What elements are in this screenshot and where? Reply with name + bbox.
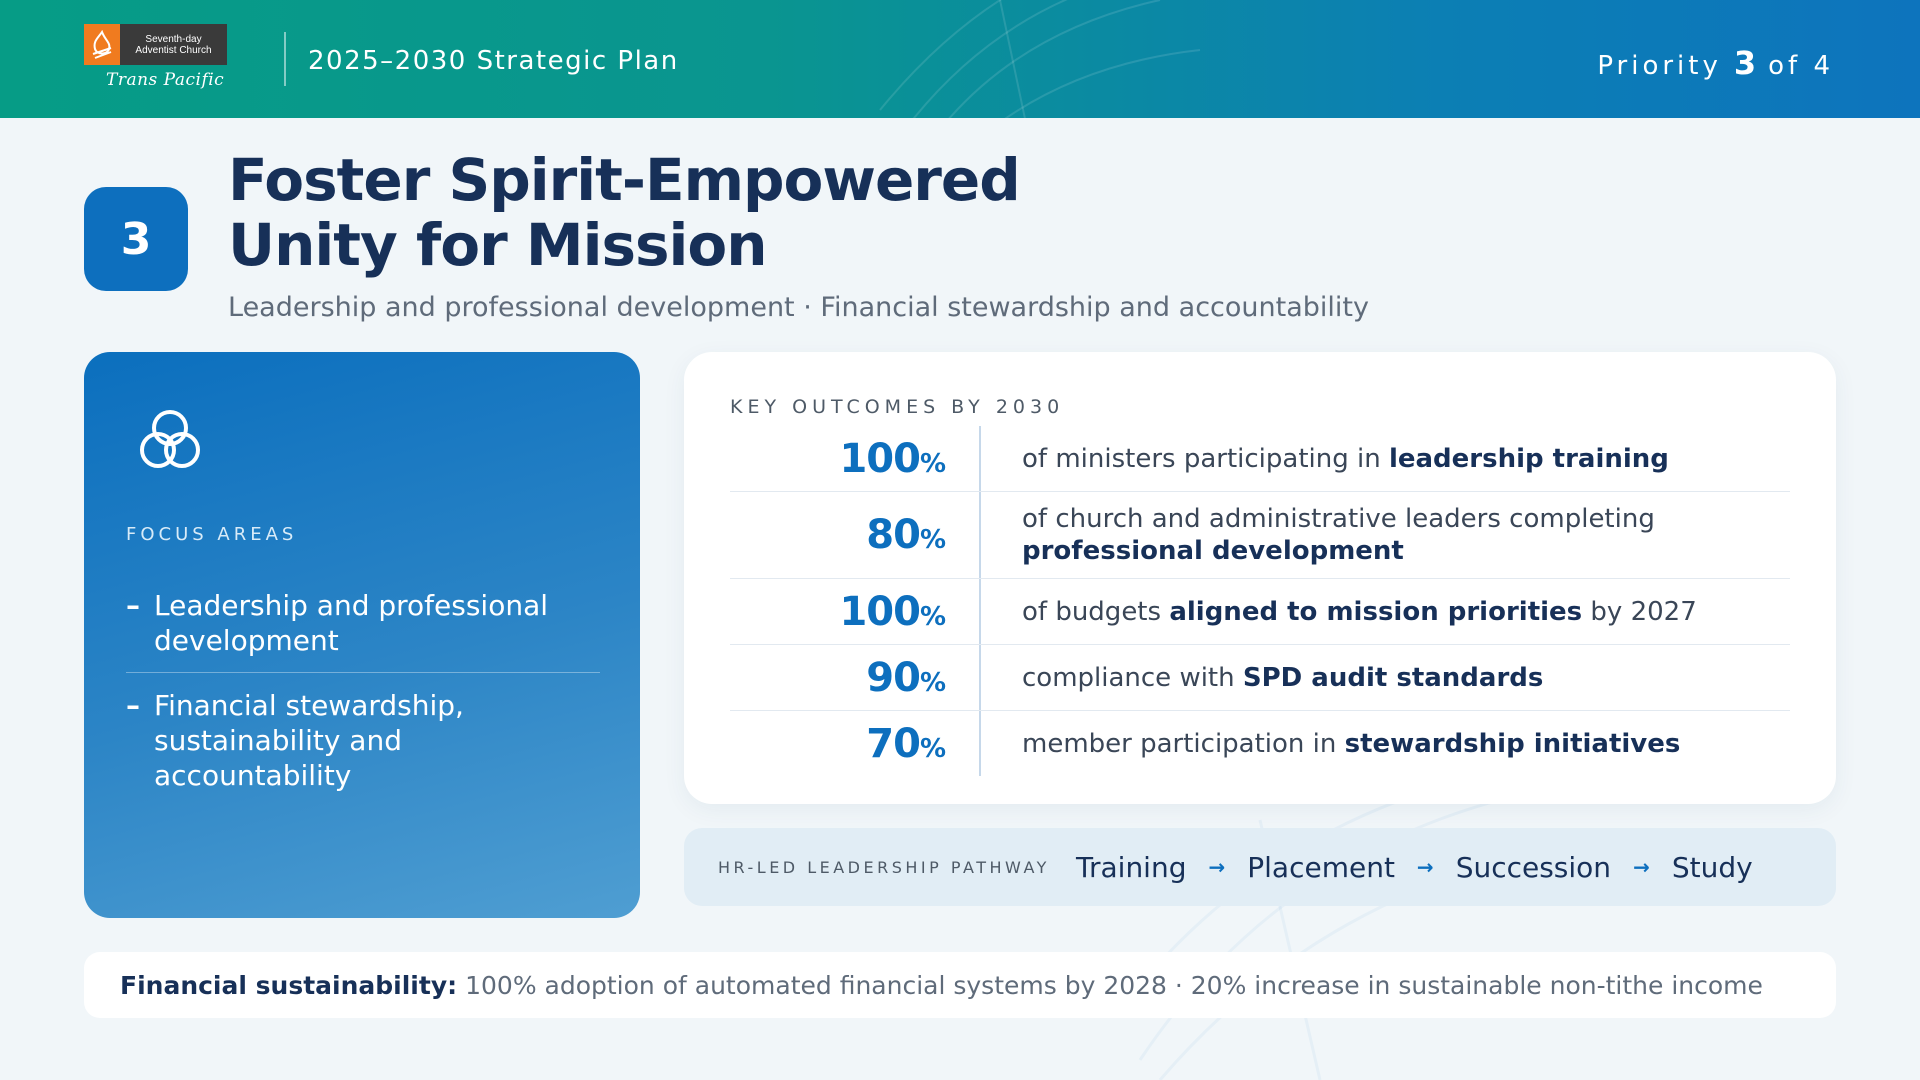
- page-title: Foster Spirit-Empowered Unity for Missio…: [228, 148, 1228, 278]
- focus-divider: [126, 672, 600, 673]
- pathway-label: HR-LED LEADERSHIP PATHWAY: [718, 857, 1050, 877]
- priority-word: Priority: [1597, 51, 1722, 81]
- logo-script: Trans Pacific: [106, 70, 225, 90]
- outcome-text-bold: stewardship initiatives: [1344, 729, 1681, 759]
- logo-line-1: Seventh-day: [145, 33, 202, 45]
- pathway-step: Study: [1671, 850, 1753, 884]
- focus-areas-card: FOCUS AREAS – Leadership and professiona…: [84, 352, 640, 918]
- outcome-text-pre: member participation in: [1022, 729, 1345, 759]
- outcome-value: 70%: [730, 721, 946, 767]
- outcome-text-bold: professional development: [1022, 536, 1404, 566]
- focus-item: – Leadership and professional developmen…: [126, 588, 600, 658]
- financial-sustainability-bar: Financial sustainability: 100% adoption …: [84, 952, 1836, 1018]
- bottom-lead: Financial sustainability:: [120, 970, 458, 1000]
- pathway-steps: Training → Placement → Succession → Stud…: [1076, 851, 1753, 884]
- outcome-text-pre: compliance with: [1022, 662, 1243, 693]
- focus-item: – Financial stewardship, sustainability …: [126, 688, 600, 793]
- outcome-text-bold: aligned to mission priorities: [1169, 596, 1583, 627]
- outcome-text-pre: of ministers participating in: [1022, 443, 1389, 474]
- outcome-row: 90% compliance with SPD audit standards: [730, 645, 1790, 711]
- outcome-row: 70% member participation in stewardship …: [730, 711, 1790, 777]
- arrow-right-icon: →: [1416, 855, 1434, 879]
- outcome-value: 100%: [730, 436, 946, 482]
- outcome-text-pre: of budgets: [1022, 596, 1170, 627]
- logo-line-2: Adventist Church: [135, 44, 212, 56]
- key-outcomes-label: KEY OUTCOMES BY 2030: [730, 396, 1065, 418]
- outcome-text-bold: leadership training: [1388, 443, 1669, 474]
- bottom-text: 100% adoption of automated financial sys…: [465, 970, 1763, 1000]
- church-logo: Seventh-day Adventist Church: [84, 24, 227, 65]
- flame-logo-icon: [84, 24, 120, 65]
- pathway-step: Succession: [1455, 850, 1612, 884]
- outcome-number: 70: [866, 721, 921, 767]
- pathway-step: Training: [1076, 850, 1187, 884]
- dash-icon: –: [126, 589, 140, 622]
- outcome-row: 80% of church and administrative leaders…: [730, 492, 1790, 579]
- title-line-1: Foster Spirit-Empowered: [228, 146, 1021, 214]
- focus-areas-label: FOCUS AREAS: [126, 524, 298, 545]
- priority-number: 3: [1733, 44, 1757, 82]
- focus-item-text: Financial stewardship, sustainability an…: [154, 689, 464, 792]
- outcome-unit: %: [919, 601, 946, 632]
- outcome-text: of ministers participating in leadership…: [1022, 443, 1722, 475]
- watermark-icon: [1118, 760, 1620, 1080]
- outcome-number: 100: [839, 588, 920, 635]
- outcome-value: 100%: [730, 589, 946, 635]
- outcome-text: compliance with SPD audit standards: [1022, 662, 1722, 694]
- outcome-unit: %: [919, 525, 946, 555]
- focus-item-text: Leadership and professional development: [154, 589, 549, 657]
- pathway-step: Placement: [1247, 850, 1395, 884]
- outcome-text-pre: of church and administrative leaders com…: [1022, 504, 1655, 534]
- outcome-text-post: by 2027: [1582, 596, 1697, 627]
- page-subtitle: Leadership and professional development …: [228, 292, 1369, 323]
- header-title: 2025–2030 Strategic Plan: [308, 46, 679, 76]
- priority-number-badge: 3: [84, 187, 188, 291]
- outcomes-divider: [979, 426, 981, 776]
- outcome-text: of budgets aligned to mission priorities…: [1022, 596, 1722, 628]
- header-divider: [284, 32, 286, 86]
- key-outcomes-card: KEY OUTCOMES BY 2030 100% of ministers p…: [684, 352, 1836, 804]
- header-bar: Seventh-day Adventist Church Trans Pacif…: [0, 0, 1920, 118]
- logo-text: Seventh-day Adventist Church: [120, 34, 227, 56]
- dash-icon: –: [126, 689, 140, 722]
- priority-of: of 4: [1768, 51, 1834, 81]
- outcome-text-bold: SPD audit standards: [1242, 662, 1544, 693]
- title-line-2: Unity for Mission: [228, 211, 768, 279]
- outcome-unit: %: [919, 448, 946, 479]
- three-circles-icon: [140, 410, 200, 468]
- leadership-pathway: HR-LED LEADERSHIP PATHWAY Training → Pla…: [684, 828, 1836, 906]
- outcome-number: 100: [839, 435, 920, 482]
- outcome-text: member participation in stewardship init…: [1022, 728, 1722, 760]
- outcome-unit: %: [919, 734, 946, 764]
- outcome-number: 90: [866, 654, 921, 701]
- priority-indicator: Priority 3 of 4: [1597, 44, 1834, 82]
- arrow-right-icon: →: [1208, 855, 1226, 879]
- outcome-number: 80: [866, 512, 921, 558]
- arrow-right-icon: →: [1633, 855, 1650, 879]
- decorative-arcs-icon: [879, 0, 1201, 118]
- outcome-value: 90%: [730, 655, 946, 701]
- outcome-value: 80%: [730, 512, 946, 558]
- outcome-row: 100% of ministers participating in leade…: [730, 426, 1790, 492]
- outcome-text: of church and administrative leaders com…: [1022, 503, 1722, 567]
- outcome-row: 100% of budgets aligned to mission prior…: [730, 579, 1790, 645]
- outcome-unit: %: [919, 667, 946, 698]
